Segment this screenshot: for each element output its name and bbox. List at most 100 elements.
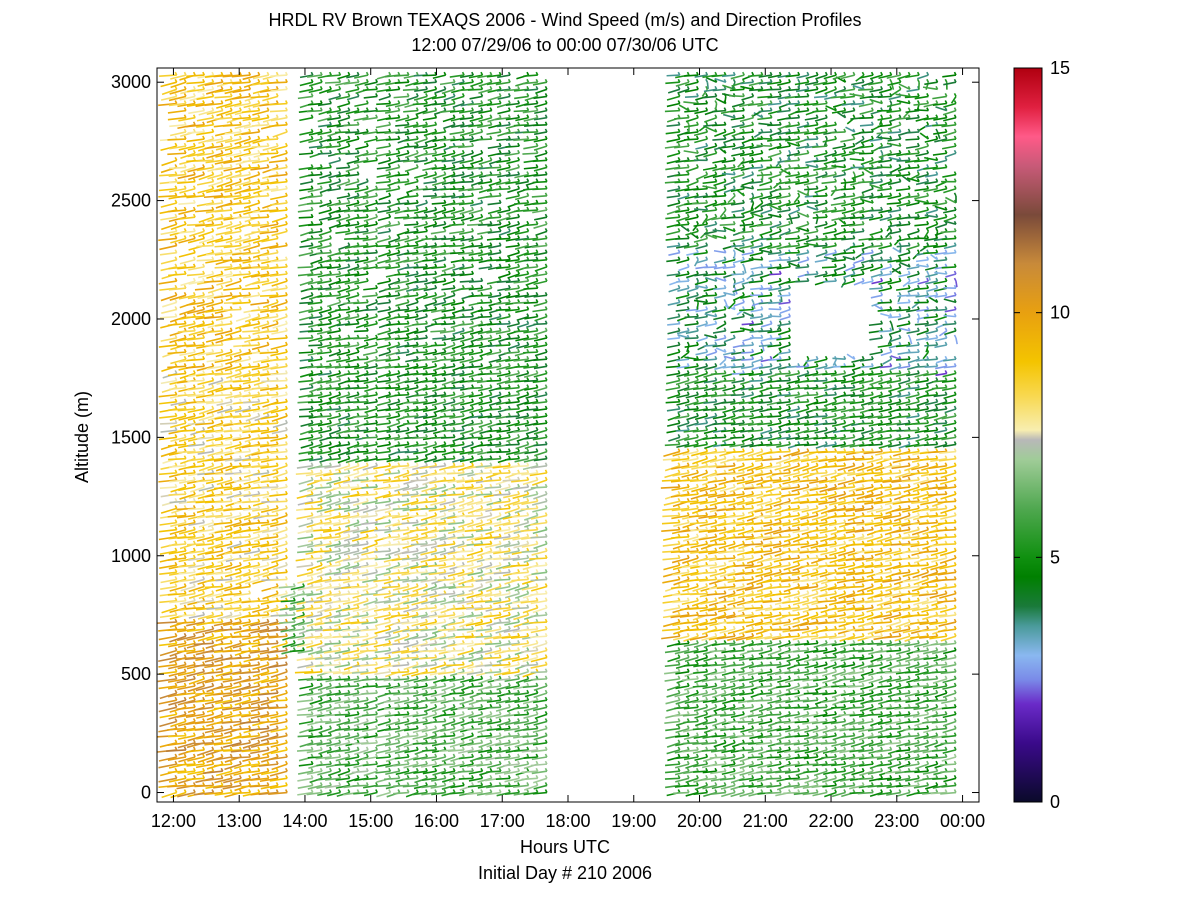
wind-barb [205, 342, 222, 346]
wind-barb [354, 726, 368, 731]
wind-barb [297, 548, 313, 552]
wind-barb [531, 513, 547, 519]
wind-barb [721, 143, 735, 148]
wind-barb [261, 484, 278, 488]
wind-barb [326, 385, 341, 390]
wind-barb [335, 711, 350, 715]
wind-barb [745, 626, 762, 632]
wind-barb [298, 207, 313, 212]
wind-barb [392, 463, 409, 467]
wind-barb [394, 711, 408, 715]
wind-barb [730, 655, 744, 659]
wind-barb [178, 605, 195, 610]
wind-barb [667, 150, 680, 157]
wind-barb [667, 370, 680, 375]
wind-barb [681, 226, 689, 232]
wind-barb [457, 640, 474, 644]
wind-barb [306, 491, 322, 496]
wind-barb [459, 754, 473, 759]
wind-barb [352, 768, 368, 772]
wind-barb [432, 93, 446, 98]
wind-barb [536, 228, 547, 235]
wind-barb [188, 164, 205, 171]
wind-barb [729, 647, 744, 651]
wind-barb [405, 164, 418, 171]
wind-barb [307, 271, 322, 276]
wind-barb [679, 264, 689, 271]
wind-barb [709, 449, 726, 454]
wind-barb [524, 86, 537, 90]
wind-barb [488, 200, 501, 205]
wind-barb [393, 790, 409, 794]
wind-barb [394, 93, 409, 97]
wind-barb [298, 200, 313, 206]
wind-barb [531, 761, 547, 765]
wind-barb [729, 669, 744, 673]
wind-barb [364, 108, 378, 112]
wind-barb [346, 221, 359, 226]
wind-barb [299, 115, 313, 121]
wind-barb [404, 243, 418, 247]
wind-barb [421, 676, 436, 681]
wind-barb [299, 214, 313, 218]
wind-barb [385, 726, 400, 731]
wind-barb [756, 697, 772, 701]
wind-barb [469, 363, 483, 367]
wind-barb [215, 392, 232, 396]
wind-barb [496, 79, 510, 84]
wind-barb [361, 690, 377, 694]
wind-barb [432, 278, 446, 283]
wind-barb [512, 484, 528, 489]
wind-barb [768, 150, 781, 157]
wind-barb [513, 356, 528, 361]
wind-barb [344, 79, 359, 84]
wind-barbs-layer [157, 72, 957, 797]
wind-barb [487, 427, 501, 431]
wind-barb [197, 669, 214, 676]
wind-barb [405, 449, 418, 453]
wind-barb [362, 115, 377, 120]
wind-barb [738, 704, 753, 709]
wind-barb [377, 441, 390, 446]
wind-barb [475, 470, 492, 474]
wind-barb [405, 378, 418, 383]
wind-barb [159, 342, 177, 347]
wind-barb [169, 172, 186, 177]
wind-barb [422, 740, 437, 744]
wind-barb [467, 726, 483, 730]
wind-barb [494, 619, 510, 623]
wind-barb [487, 221, 500, 226]
wind-barb [662, 520, 680, 524]
wind-barb [354, 449, 368, 453]
wind-barb [269, 243, 287, 249]
wind-barb [748, 101, 763, 106]
wind-barb [667, 740, 680, 747]
wind-barb [496, 342, 510, 346]
wind-barb [379, 193, 391, 200]
wind-barb [197, 434, 213, 439]
wind-barb [401, 655, 418, 659]
wind-barb [363, 264, 377, 269]
wind-barb [720, 221, 735, 225]
wind-barb [423, 271, 437, 275]
wind-barb [496, 420, 510, 424]
wind-barb [180, 257, 195, 264]
wind-barb [412, 647, 428, 653]
wind-barb [394, 676, 409, 680]
wind-barb [530, 633, 547, 637]
wind-barb [189, 520, 205, 526]
wind-barb [449, 221, 464, 225]
wind-barb [306, 591, 322, 596]
wind-barb [344, 370, 359, 374]
wind-barb [423, 186, 437, 190]
wind-barb [298, 335, 313, 339]
wind-barb [363, 683, 377, 687]
wind-barb [205, 548, 223, 554]
wind-barb [432, 335, 445, 339]
wind-barb [469, 278, 482, 282]
wind-barb [467, 378, 482, 382]
wind-barb [703, 768, 717, 772]
wind-barb [188, 441, 204, 446]
wind-barb [766, 747, 781, 751]
wind-barb [747, 647, 762, 651]
